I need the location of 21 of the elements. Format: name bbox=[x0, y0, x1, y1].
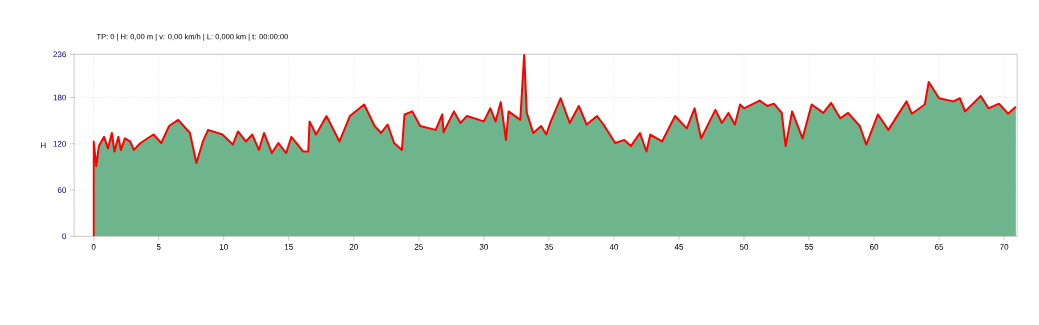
x-tick-label: 20 bbox=[349, 244, 358, 250]
x-tick-label: 35 bbox=[544, 244, 553, 250]
x-tick-label: 50 bbox=[739, 244, 749, 250]
x-tick-label: 55 bbox=[804, 244, 814, 250]
x-tick-label: 5 bbox=[156, 244, 161, 250]
y-tick-label: 60 bbox=[57, 187, 67, 193]
y-axis-title: H bbox=[41, 142, 46, 149]
x-tick-label: 25 bbox=[414, 244, 423, 250]
x-tick-label: 40 bbox=[609, 244, 619, 250]
x-tick-label: 15 bbox=[284, 244, 293, 250]
x-tick-label: 10 bbox=[219, 244, 228, 250]
y-tick-label: 120 bbox=[53, 140, 67, 147]
y-tick-label: 180 bbox=[53, 94, 67, 101]
y-tick-label: 0 bbox=[62, 233, 67, 240]
x-tick-label: 65 bbox=[935, 244, 944, 250]
y-tick-label: 236 bbox=[53, 51, 66, 58]
x-tick-label: 0 bbox=[91, 244, 96, 250]
x-tick-label: 30 bbox=[479, 244, 488, 250]
x-tick-label: 60 bbox=[870, 244, 879, 250]
x-tick-label: 70 bbox=[1000, 244, 1009, 250]
x-tick-label: 45 bbox=[674, 244, 684, 250]
